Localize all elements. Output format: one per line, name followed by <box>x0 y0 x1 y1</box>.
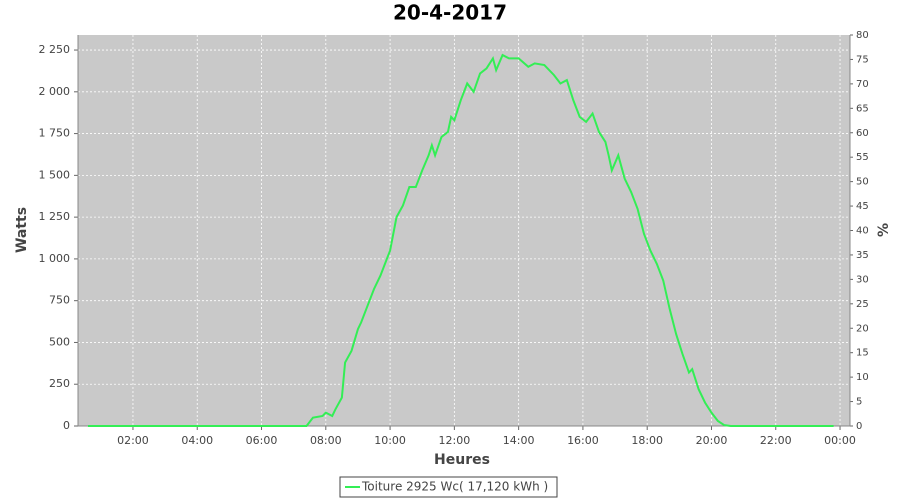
legend-box <box>339 476 558 498</box>
y2-tick-label: 40 <box>856 226 869 237</box>
y2-tick-label: 65 <box>856 103 869 114</box>
y-tick-label: 1 500 <box>39 168 71 181</box>
x-tick-label: 18:00 <box>631 434 663 447</box>
x-tick-label: 20:00 <box>696 434 728 447</box>
y-tick-label: 1 750 <box>39 127 71 140</box>
x-axis-label: Heures <box>434 452 490 468</box>
y-tick-label: 2 250 <box>39 43 71 56</box>
y-tick-label: 250 <box>49 377 70 390</box>
y-tick-label: 500 <box>49 335 70 348</box>
y-tick-label: 2 000 <box>39 85 71 98</box>
y2-axis-label: % <box>876 223 892 237</box>
y-tick-label: 750 <box>49 294 70 307</box>
x-tick-label: 00:00 <box>824 434 856 447</box>
y2-tick-label: 5 <box>856 397 862 408</box>
y2-tick-label: 25 <box>856 299 869 310</box>
y2-tick-label: 15 <box>856 348 869 359</box>
x-tick-label: 16:00 <box>567 434 599 447</box>
y2-tick-label: 30 <box>856 274 869 285</box>
y-axis-label: Watts <box>14 207 30 253</box>
y2-tick-label: 0 <box>856 421 862 432</box>
x-tick-label: 14:00 <box>503 434 535 447</box>
legend-label: Toiture 2925 Wc( 17,120 kWh ) <box>361 480 548 494</box>
x-tick-label: 22:00 <box>760 434 792 447</box>
y2-tick-label: 35 <box>856 250 869 261</box>
y2-tick-label: 70 <box>856 79 869 90</box>
plot-area <box>78 35 850 426</box>
y2-tick-label: 55 <box>856 152 869 163</box>
x-tick-label: 06:00 <box>246 434 278 447</box>
x-tick-label: 12:00 <box>439 434 471 447</box>
y2-tick-label: 10 <box>856 372 869 383</box>
data-line <box>87 53 834 427</box>
x-tick-label: 02:00 <box>117 434 149 447</box>
y2-tick-label: 20 <box>856 323 869 334</box>
y2-tick-label: 45 <box>856 201 869 212</box>
x-tick-label: 08:00 <box>310 434 342 447</box>
y-tick-label: 1 250 <box>39 210 71 223</box>
y2-tick-label: 75 <box>856 54 869 65</box>
y-tick-label: 0 <box>63 419 70 432</box>
x-tick-label: 04:00 <box>181 434 213 447</box>
y2-tick-label: 60 <box>856 128 869 139</box>
x-tick-label: 10:00 <box>374 434 406 447</box>
chart-title: 20-4-2017 <box>393 1 507 25</box>
y2-tick-label: 50 <box>856 177 869 188</box>
y2-tick-label: 80 <box>856 30 869 41</box>
y-tick-label: 1 000 <box>39 252 71 265</box>
